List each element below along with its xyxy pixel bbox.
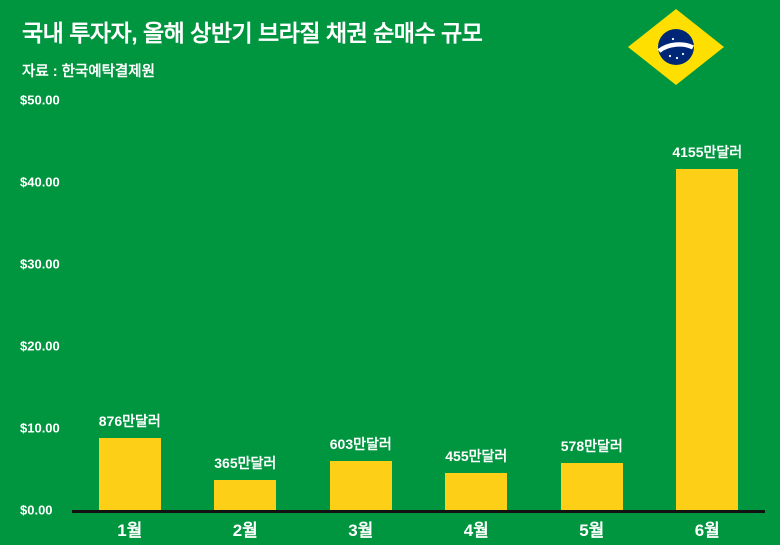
bar (676, 169, 739, 510)
page-title: 국내 투자자, 올해 상반기 브라질 채권 순매수 규모 (22, 20, 483, 46)
y-tick-label: $50.00 (20, 92, 60, 108)
bar-column: 603만달러 (303, 100, 419, 510)
x-axis: 1월 2월 3월 4월 5월 6월 (72, 516, 765, 541)
bar-column: 365만달러 (188, 100, 304, 510)
bar (560, 462, 623, 510)
bar-column: 578만달러 (534, 100, 650, 510)
y-tick-label: $30.00 (20, 256, 60, 272)
plot-area: 876만달러 365만달러 603만달러 455만달러 578만달러 4155만달러 (72, 100, 765, 513)
x-tick-label: 2월 (232, 521, 258, 540)
bar (98, 438, 161, 510)
brazil-flag-icon (624, 6, 728, 88)
bar-column: 455만달러 (419, 100, 535, 510)
bar-value-label: 578만달러 (560, 437, 623, 454)
bar-value-label: 365만달러 (214, 455, 277, 472)
x-tick-label: 1월 (117, 521, 143, 540)
bar (445, 472, 508, 510)
bar-value-label: 455만달러 (445, 447, 508, 464)
bar (214, 480, 277, 510)
y-axis: $50.00 $40.00 $30.00 $20.00 $10.00 $0.00 (20, 93, 70, 518)
x-tick-label: 6월 (694, 521, 720, 540)
bar (329, 460, 392, 510)
bar-value-label: 876만달러 (98, 413, 161, 430)
x-tick-label: 3월 (348, 521, 374, 540)
bar-value-label: 603만달러 (329, 435, 392, 452)
y-tick-label: $10.00 (20, 420, 60, 436)
x-tick-label: 4월 (463, 521, 489, 540)
x-tick-label: 5월 (579, 521, 605, 540)
y-tick-label: $0.00 (20, 502, 53, 518)
bar-column: 876만달러 (72, 100, 188, 510)
y-tick-label: $20.00 (20, 338, 60, 354)
bar-column: 4155만달러 (650, 100, 766, 510)
bar-value-label: 4155만달러 (672, 144, 743, 161)
source-note: 자료 : 한국예탁결제원 (22, 64, 155, 80)
y-tick-label: $40.00 (20, 174, 60, 190)
